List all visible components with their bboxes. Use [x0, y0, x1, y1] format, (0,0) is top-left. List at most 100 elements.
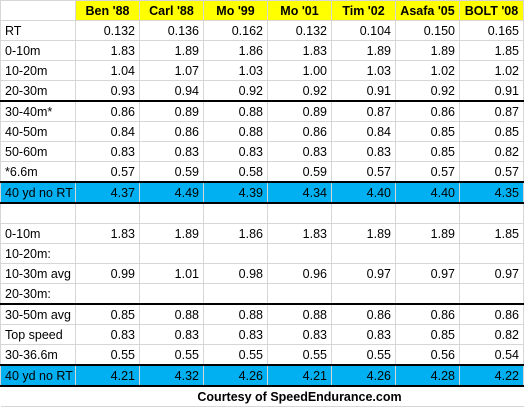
value-cell: 1.02 [459, 60, 524, 81]
value-cell: 0.59 [267, 161, 332, 183]
value-cell: 0.54 [459, 344, 524, 366]
value-cell: 0.87 [331, 100, 396, 122]
value-cell: 0.96 [267, 263, 332, 284]
value-cell: 1.02 [395, 60, 460, 81]
value-cell: 4.21 [75, 364, 140, 387]
value-cell [203, 283, 268, 305]
row-label: 0-10m [0, 40, 76, 61]
table-row: RT 0.132 0.136 0.162 0.132 0.104 0.150 0.165 [0, 20, 524, 41]
value-cell: 0.85 [395, 141, 460, 162]
value-cell: 0.98 [203, 263, 268, 284]
value-cell: 0.57 [459, 161, 524, 183]
table-row [0, 202, 524, 224]
value-cell: 0.57 [75, 161, 140, 183]
value-cell: 0.94 [139, 80, 204, 102]
value-cell: 1.07 [139, 60, 204, 81]
value-cell: 0.99 [75, 263, 140, 284]
value-cell: 1.83 [75, 223, 140, 244]
value-cell: 1.89 [331, 223, 396, 244]
value-cell [267, 243, 332, 264]
row-label: 10-20m: [0, 243, 76, 264]
value-cell: 0.165 [459, 20, 524, 41]
value-cell: 0.83 [75, 141, 140, 162]
value-cell: 1.83 [267, 40, 332, 61]
value-cell [395, 243, 460, 264]
value-cell: 0.97 [395, 263, 460, 284]
table-row: 10-30m avg 0.99 1.01 0.98 0.96 0.97 0.97 0.97 [0, 263, 524, 284]
row-label: 10-20m [0, 60, 76, 81]
table-row: 30-36.6m 0.55 0.55 0.55 0.55 0.55 0.56 0.54 [0, 344, 524, 366]
table-row: 40-50m 0.84 0.86 0.88 0.86 0.84 0.85 0.85 [0, 121, 524, 142]
value-cell: 1.89 [331, 40, 396, 61]
column-header: BOLT '08 [459, 0, 524, 21]
value-cell: 0.132 [75, 20, 140, 41]
value-cell: 1.89 [139, 223, 204, 244]
value-cell: 0.136 [139, 20, 204, 41]
value-cell: 0.162 [203, 20, 268, 41]
value-cell [267, 202, 332, 224]
value-cell: 0.82 [459, 141, 524, 162]
value-cell: 0.91 [331, 80, 396, 102]
column-header: Asafa '05 [395, 0, 460, 21]
table-row: 10-20m: [0, 243, 524, 264]
row-label: 30-40m* [0, 100, 76, 122]
table-row: 0-10m 1.83 1.89 1.86 1.83 1.89 1.89 1.85 [0, 223, 524, 244]
corner-cell [0, 0, 76, 21]
value-cell: 0.97 [459, 263, 524, 284]
value-cell [331, 202, 396, 224]
value-cell: 1.00 [267, 60, 332, 81]
value-cell: 0.83 [203, 141, 268, 162]
value-cell: 0.83 [267, 141, 332, 162]
value-cell: 0.83 [267, 324, 332, 345]
row-label: 40 yd no RT [0, 181, 76, 204]
row-label [0, 202, 76, 224]
table-row: 20-30m: [0, 283, 524, 305]
column-header: Carl '88 [139, 0, 204, 21]
value-cell: 1.89 [395, 223, 460, 244]
value-cell: 0.84 [75, 121, 140, 142]
value-cell [267, 283, 332, 305]
value-cell: 4.37 [75, 181, 140, 204]
value-cell: 0.87 [459, 100, 524, 122]
footer-empty-cell [0, 385, 76, 407]
value-cell: 0.86 [75, 100, 140, 122]
table-row: 0-10m 1.83 1.89 1.86 1.83 1.89 1.89 1.85 [0, 40, 524, 61]
value-cell: 0.92 [395, 80, 460, 102]
header-row: Ben '88 Carl '88 Mo '99 Mo '01 Tim '02 Asafa … [0, 0, 524, 21]
value-cell: 0.93 [75, 80, 140, 102]
value-cell: 0.97 [331, 263, 396, 284]
column-header: Mo '99 [203, 0, 268, 21]
value-cell: 0.104 [331, 20, 396, 41]
value-cell: 0.88 [139, 303, 204, 325]
value-cell [395, 202, 460, 224]
value-cell [139, 243, 204, 264]
value-cell: 0.86 [395, 303, 460, 325]
value-cell: 0.88 [203, 121, 268, 142]
value-cell: 0.58 [203, 161, 268, 183]
value-cell: 0.86 [331, 303, 396, 325]
value-cell: 0.55 [267, 344, 332, 366]
value-cell [203, 243, 268, 264]
value-cell: 0.55 [331, 344, 396, 366]
value-cell: 0.55 [75, 344, 140, 366]
column-header: Ben '88 [75, 0, 140, 21]
value-cell: 1.89 [395, 40, 460, 61]
row-label: *6.6m [0, 161, 76, 183]
value-cell: 1.01 [139, 263, 204, 284]
table-row: 20-30m 0.93 0.94 0.92 0.92 0.91 0.92 0.91 [0, 80, 524, 102]
value-cell: 4.28 [395, 364, 460, 387]
footer-row: Courtesy of SpeedEndurance.com [0, 385, 524, 407]
value-cell: 4.34 [267, 181, 332, 204]
value-cell: 0.88 [203, 303, 268, 325]
value-cell: 0.83 [139, 141, 204, 162]
value-cell: 0.85 [459, 121, 524, 142]
value-cell: 0.89 [267, 100, 332, 122]
value-cell: 0.83 [203, 324, 268, 345]
value-cell [459, 243, 524, 264]
value-cell: 0.85 [75, 303, 140, 325]
row-label: 20-30m: [0, 283, 76, 305]
value-cell [139, 283, 204, 305]
value-cell: 0.55 [203, 344, 268, 366]
